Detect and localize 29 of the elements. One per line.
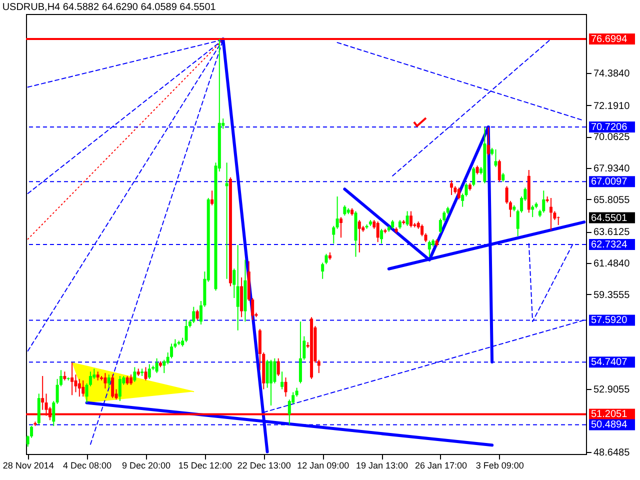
x-tick-label: 4 Dec 08:00 (63, 460, 112, 470)
y-tick-label: 59.3555 (594, 290, 630, 301)
ref-line-label: 62.7324 (591, 240, 628, 251)
y-tick-label: 72.1910 (594, 100, 630, 112)
ref-line-label: 67.0097 (591, 176, 628, 188)
x-tick-label: 12 Jan 09:00 (297, 460, 350, 470)
y-tick-label: 74.3840 (594, 68, 630, 80)
chart-title: USDRUB,H4 64.5882 64.6290 64.0589 64.5501 (2, 2, 216, 13)
y-tick-label: 61.4840 (594, 258, 630, 270)
x-tick-label: 15 Dec 12:00 (178, 460, 232, 470)
y-tick-label: 63.6125 (594, 227, 630, 238)
ref-line-label: 50.4894 (591, 420, 628, 431)
ref-line-label: 54.7407 (591, 357, 628, 368)
x-tick-label: 3 Feb 09:00 (476, 460, 524, 470)
x-tick-label: 26 Jan 17:00 (414, 460, 467, 470)
y-tick-label: 52.9055 (594, 384, 630, 396)
x-tick-label: 22 Dec 13:00 (237, 460, 291, 470)
x-tick-label: 28 Nov 2014 (2, 460, 54, 470)
ref-line-label: 70.7206 (591, 122, 628, 134)
text: 64.5501 (591, 212, 628, 224)
x-tick-label: 19 Jan 13:00 (356, 460, 408, 470)
y-tick-label: 48.6485 (594, 447, 630, 458)
y-tick-label: 65.8055 (594, 194, 630, 206)
x-tick-label: 9 Dec 20:00 (122, 460, 171, 470)
y-tick-label: 70.0625 (594, 132, 630, 144)
y-tick-label: 67.9340 (594, 164, 630, 175)
ref-line-label: 76.6994 (591, 34, 628, 46)
ref-line-label: 51.2051 (591, 409, 628, 420)
ref-line-label: 57.5920 (591, 315, 628, 326)
